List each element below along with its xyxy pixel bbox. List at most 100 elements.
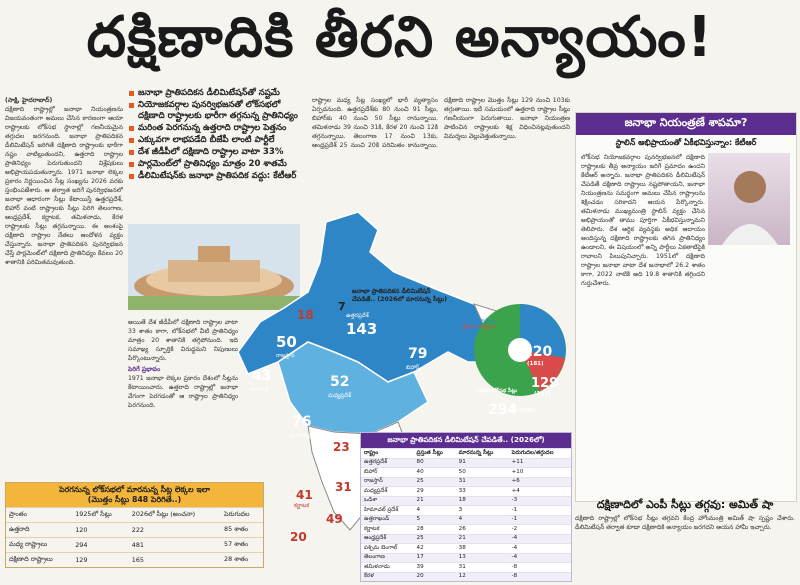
table-cell: 4 xyxy=(455,514,509,525)
seat-growth-table-title-line-2: (మొత్తం సీట్లు 848 పెరిగితే..) xyxy=(87,495,182,504)
table-cell: తమిళనాడు xyxy=(361,562,414,572)
table-cell: 129 xyxy=(72,552,129,567)
table-row: ఒడిశా 21 18 -3 xyxy=(361,495,571,506)
table-row: దక్షిణాది రాష్ట్రాలు 129 165 28 శాతం xyxy=(6,552,263,567)
table-cell: -8 xyxy=(508,571,571,581)
map-label-maharashtra-name: మహారాష్ట్ర xyxy=(290,433,313,439)
table-cell: -4 xyxy=(508,552,571,563)
key-points: జనాభా ప్రాతిపదికన డీలిమిటేషన్‌తో నష్టమే … xyxy=(128,88,308,183)
table-cell: ఉత్తరాది xyxy=(6,522,73,538)
middle-column-subhead: పెరిగే ప్రభావం xyxy=(128,366,161,373)
table-cell: 294 xyxy=(72,537,129,553)
table-cell: కేరళ xyxy=(361,571,414,581)
table-header-cell: 2026లో సీట్లు (అంచనా) xyxy=(128,507,222,523)
table-cell: మధ్యప్రదేశ్ xyxy=(361,486,414,496)
map-label-karnataka: 41 xyxy=(296,488,313,502)
table-header-cell: మారనున్న సీట్లు xyxy=(455,448,509,458)
table-cell: హిమాచల్ ప్రదేశ్ xyxy=(361,505,414,515)
table-cell: -4 xyxy=(508,533,571,544)
table-cell: 42 xyxy=(413,543,456,553)
map-caption-line-2: చేపడితే.. (2026లో మారనున్న సీట్లు) xyxy=(352,296,448,303)
table-row: తమిళనాడు 39 31 -8 xyxy=(361,562,571,572)
map-label-gujarat: 43 xyxy=(252,368,272,384)
map-label-rajasthan-name: రాజస్తాన్ xyxy=(276,353,295,359)
sidebox-body-text: లోక్‌సభ నియోజకవర్గాల పునర్విభజనలో దక్షిణ… xyxy=(581,154,705,287)
table-row: ఉత్తరాది 120 222 85 శాతం xyxy=(6,522,263,538)
table-header-cell: ప్రాంతం xyxy=(6,507,73,523)
map-label-jk: 7 xyxy=(338,300,346,313)
map-label-tamilnadu: 49 xyxy=(326,512,343,526)
table-cell: 28 xyxy=(413,524,456,534)
table-cell: తెలంగాణ xyxy=(361,552,414,563)
table-cell: -3 xyxy=(508,495,571,506)
table-cell: 120 xyxy=(72,522,129,538)
table-cell: 31 xyxy=(455,562,509,572)
table-row: ఉత్తరప్రదేశ్ 80 91 +11 xyxy=(361,457,571,468)
headline: దక్షిణాదికి తీరని అన్యాయం! xyxy=(0,0,800,88)
key-point: డీలిమిటేషన్‌కు జనాభా ప్రాతిపదిక వద్దు: క… xyxy=(128,171,308,182)
table-cell: 12 xyxy=(455,571,509,581)
key-point: నియోజకవర్గాల పునర్విభజనతో లోక్‌సభలో దక్ష… xyxy=(128,100,308,121)
seat-share-pie xyxy=(474,304,566,396)
map-label-telangana: 23 xyxy=(333,440,350,454)
table-cell: 18 xyxy=(455,495,509,506)
amit-body-text: దక్షిణాది రాష్ట్రాల్లో లోక్‌సభ సీట్లు తగ… xyxy=(575,515,795,531)
legend-south: దక్షిణాది రాష్ట్రాలు xyxy=(462,324,497,330)
table-cell: -1 xyxy=(508,505,571,515)
left-column: (సాక్షి, హైదరాబాద్) దక్షిణాది రాష్ట్రాల్… xyxy=(5,96,123,476)
table-cell: -4 xyxy=(508,543,571,553)
key-point: దేశ జీడీపీలో దక్షిణాది రాష్ట్రాల వాటా 33… xyxy=(128,147,308,158)
map-label-bihar: 79 xyxy=(408,346,428,362)
table-cell: పశ్చిమ బెంగాల్ xyxy=(361,543,414,553)
state-seats-table-title: జనాభా ప్రాతిపదికన డీలిమిటేషన్ చేపడితే.. … xyxy=(361,433,571,448)
pie-south-value: 129 xyxy=(531,376,559,391)
map-label-maharashtra: 76 xyxy=(292,414,312,430)
table-header-cell: పెరుగుదల/తగ్గుదల xyxy=(508,448,571,458)
left-column-body: దక్షిణాది రాష్ట్రాల్లో జనాభా నియంత్రణను … xyxy=(5,106,123,266)
table-cell: కర్ణాటక xyxy=(361,524,414,534)
key-point: ఎక్కువగా లాభపడేది బీజేపీ లాంటి పార్టీలే xyxy=(128,135,308,146)
table-row: రాజస్తాన్ 25 31 +6 xyxy=(361,476,571,487)
map-label-mp: 52 xyxy=(330,374,350,390)
table-cell: 40 xyxy=(413,467,456,477)
table-cell: 57 శాతం xyxy=(221,537,263,553)
sidebox-body: లోక్‌సభ నియోజకవర్గాల పునర్విభజనలో దక్షిణ… xyxy=(581,153,789,495)
table-cell: 26 xyxy=(455,524,509,534)
person-icon xyxy=(722,171,778,245)
map-label-mp-name: మధ్యప్రదేశ్ xyxy=(328,393,352,399)
table-cell: +6 xyxy=(508,476,571,487)
table-cell: 21 xyxy=(455,533,509,544)
table-cell: ఆంధ్రప్రదేశ్ xyxy=(361,533,414,544)
table-row: ఉత్తరాఖండ్ 5 4 -1 xyxy=(361,514,571,525)
map-label-ap: 31 xyxy=(335,480,352,494)
map-label-kerala: 20 xyxy=(290,530,307,544)
table-header-cell: 1925లో సీట్లు xyxy=(72,507,129,523)
table-row: మధ్యప్రదేశ్ 29 33 +4 xyxy=(361,486,571,496)
table-cell: +11 xyxy=(508,457,571,468)
table-cell: 39 xyxy=(413,562,456,572)
middle-column-body-2: 1971 జనాభా లెక్కల ప్రకారం దేశంలో సీట్లను… xyxy=(128,375,238,409)
table-cell: 25 xyxy=(413,533,456,544)
table-cell: ఒడిశా xyxy=(361,495,414,506)
table-cell: -2 xyxy=(508,524,571,534)
table-cell: 5 xyxy=(413,514,456,525)
pie-south-sub: (103) xyxy=(534,391,551,397)
map-label-hp: 18 xyxy=(297,308,314,322)
table-row: కర్ణాటక 28 26 -2 xyxy=(361,524,571,534)
table-cell: 31 xyxy=(455,476,509,487)
table-cell: 50 xyxy=(455,467,509,477)
table-cell: 38 xyxy=(455,543,509,553)
map-label-up: 143 xyxy=(346,320,378,338)
pie-north-value: 120 xyxy=(523,344,553,360)
headline-text: దక్షిణాదికి తీరని అన్యాయం! xyxy=(86,4,714,70)
right-column: రాష్ట్రాల మధ్య సీట్ల సంఖ్యలో భారీ వ్యత్య… xyxy=(312,96,570,278)
pie-total-sub: (389) xyxy=(519,408,536,414)
table-cell: 20 xyxy=(413,571,456,581)
table-cell: 28 శాతం xyxy=(221,552,263,567)
table-cell: +4 xyxy=(508,486,571,496)
table-cell: 222 xyxy=(128,522,222,538)
key-point: పార్లమెంట్‌లో ప్రాతినిధ్యం మాత్రం 20 శాత… xyxy=(128,159,308,170)
table-cell: -8 xyxy=(508,562,571,572)
pie-total-value: 294 xyxy=(488,402,518,418)
map-caption: జనాభా ప్రాతిపదికన డీలిమిటేషన్ చేపడితే.. … xyxy=(352,288,512,304)
